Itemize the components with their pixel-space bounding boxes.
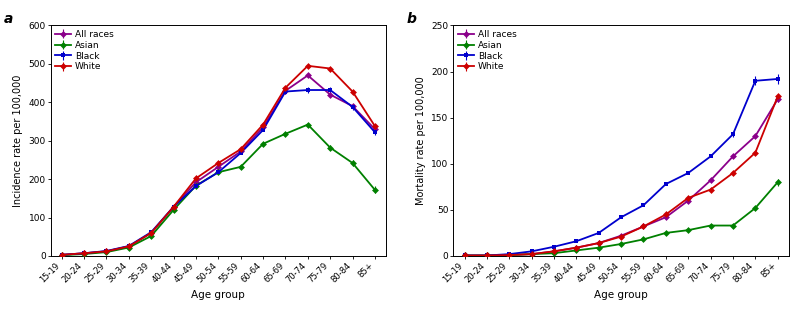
Legend: All races, Asian, Black, White: All races, Asian, Black, White <box>456 28 518 73</box>
Text: b: b <box>406 12 416 26</box>
Text: a: a <box>3 12 13 26</box>
Y-axis label: Incidence rate per 100,000: Incidence rate per 100,000 <box>13 75 23 207</box>
X-axis label: Age group: Age group <box>594 290 648 300</box>
Legend: All races, Asian, Black, White: All races, Asian, Black, White <box>54 28 115 73</box>
X-axis label: Age group: Age group <box>191 290 246 300</box>
Y-axis label: Mortality rate per 100,000: Mortality rate per 100,000 <box>416 76 426 205</box>
